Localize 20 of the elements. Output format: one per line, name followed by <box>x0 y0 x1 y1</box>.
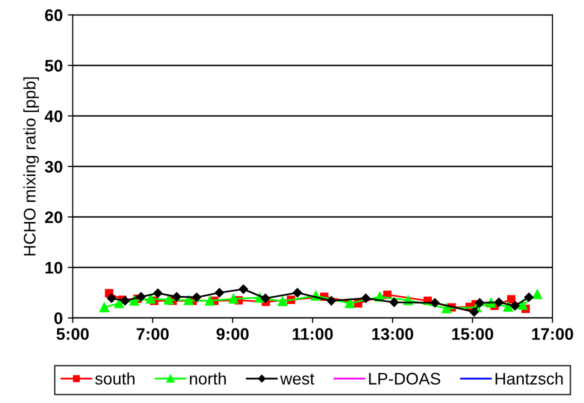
y-tick-label: 10 <box>46 262 62 274</box>
y-tick-label: 50 <box>44 60 62 72</box>
y-tick-label: 60 <box>45 9 62 22</box>
y-tick-label: 40 <box>44 110 62 122</box>
x-tick-label: 13:00 <box>372 328 414 340</box>
y-axis-title: HCHO mixing ratio [ppb] <box>23 77 39 256</box>
legend-label: north <box>190 372 226 385</box>
y-tick-label: 0 <box>54 312 62 324</box>
x-tick-label: 9:00 <box>216 328 249 340</box>
x-tick-label: 5:00 <box>56 328 89 340</box>
y-tick-label: 20 <box>45 211 62 224</box>
x-tick-label: 7:00 <box>136 328 169 340</box>
legend-label: LP-DOAS <box>369 372 440 385</box>
x-tick-label: 15:00 <box>452 328 494 340</box>
x-tick-label: 11:00 <box>292 328 333 340</box>
y-tick-label: 30 <box>44 160 62 173</box>
legend-label: south <box>95 372 134 385</box>
legend-label: west <box>280 374 314 385</box>
legend-label: Hantzsch <box>496 372 563 385</box>
x-tick-label: 17:00 <box>532 328 574 340</box>
